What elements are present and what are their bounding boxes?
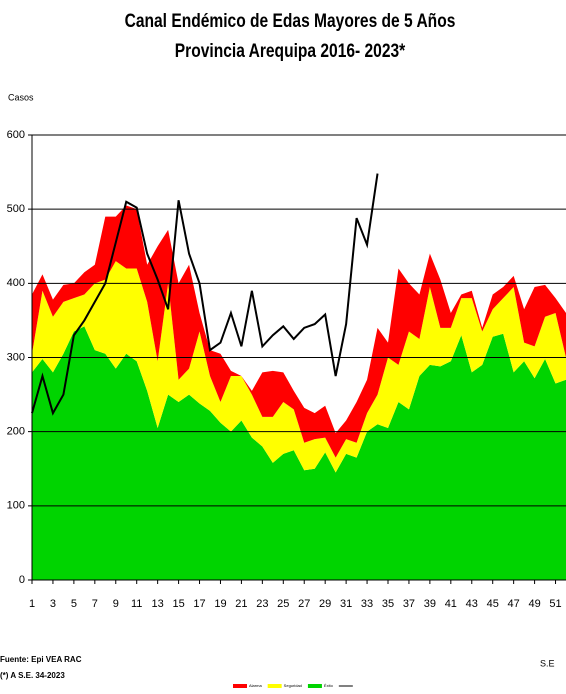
x-tick-label: 45	[487, 598, 499, 610]
x-tick-label: 49	[528, 598, 540, 610]
y-tick-label: 200	[7, 426, 25, 438]
y-axis-label: Casos	[8, 92, 34, 102]
x-tick-label: 23	[256, 598, 268, 610]
x-tick-label: 1	[29, 598, 35, 610]
x-tick-label: 29	[319, 598, 331, 610]
line	[31, 173, 379, 416]
x-tick-label: 9	[113, 598, 119, 610]
legend-swatch	[233, 684, 247, 688]
x-tick-label: 13	[152, 598, 164, 610]
x-tick-label: 17	[193, 598, 205, 610]
x-tick-label: 3	[50, 598, 56, 610]
legend-swatch	[267, 684, 282, 688]
x-tick-label: 35	[382, 598, 394, 610]
legend-label: Seguridad	[284, 683, 302, 688]
area	[32, 326, 566, 580]
x-tick-label: 7	[92, 598, 98, 610]
y-tick-label: 300	[7, 351, 25, 363]
area	[32, 261, 566, 473]
y-tick-label: 0	[19, 574, 25, 586]
y-tick-label: 600	[7, 129, 25, 141]
source: Fuente: Epi VEA RAC	[0, 655, 82, 664]
x-tick-label: 5	[71, 598, 77, 610]
x-tick-label: 27	[298, 598, 310, 610]
x-tick-label: 19	[214, 598, 226, 610]
x-tick-label: 31	[340, 598, 352, 610]
x-tick-label: 41	[445, 598, 457, 610]
legend-swatch	[307, 684, 322, 688]
x-tick-label: 43	[466, 598, 478, 610]
y-tick-label: 400	[7, 277, 25, 289]
x-tick-label: 51	[549, 598, 561, 610]
x-tick-label: 21	[235, 598, 247, 610]
x-tick-label: 25	[277, 598, 289, 610]
x-tick-label: 15	[172, 598, 184, 610]
x-tick-label: 33	[361, 598, 373, 610]
x-tick-label: 39	[424, 598, 436, 610]
y-tick-label: 500	[7, 203, 25, 215]
x-tick-label: 37	[403, 598, 415, 610]
chart-subtitle: Provincia Arequipa 2016- 2023*	[175, 40, 406, 62]
x-tick-label: 11	[131, 598, 142, 610]
note: (*) A S.E. 34-2023	[0, 671, 65, 680]
y-tick-label: 100	[7, 500, 25, 512]
area	[32, 205, 566, 458]
x-axis-label: S.E	[540, 658, 555, 668]
legend-label: Éxito	[324, 683, 334, 688]
x-tick-label: 47	[508, 598, 520, 610]
chart-title: Canal Endémico de Edas Mayores de 5 Años	[125, 10, 456, 32]
legend-label: Alarma	[249, 683, 262, 688]
